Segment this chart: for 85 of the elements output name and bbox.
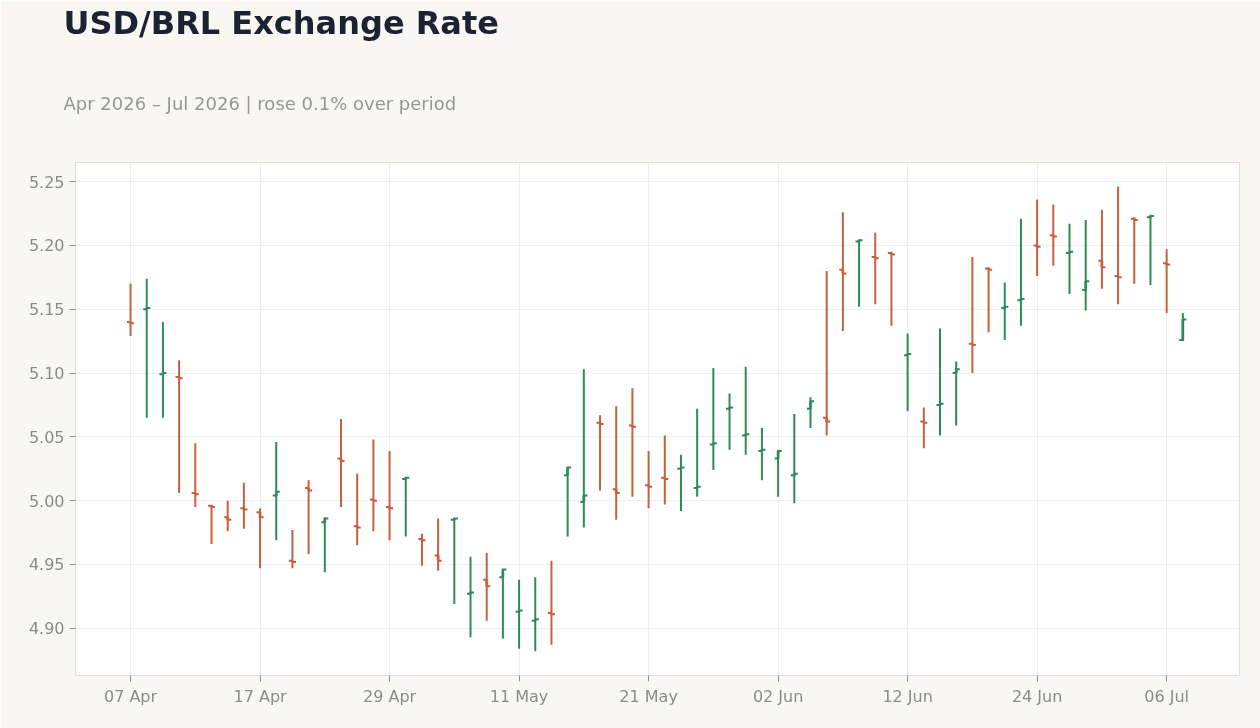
candlestick: [1064, 222, 1075, 295]
candlestick: [368, 438, 378, 533]
x-tick-label: 17 Apr: [233, 686, 288, 706]
candlestick: [1145, 213, 1156, 287]
candlestick: [757, 426, 767, 482]
candlestick: [482, 551, 492, 622]
candlestick: [919, 406, 929, 450]
candlestick: [1048, 203, 1058, 267]
candlestick: [870, 231, 880, 306]
candlestick: [1129, 216, 1139, 285]
candlestick: [692, 407, 702, 498]
x-tick-label: 07 Apr: [103, 686, 158, 706]
candlestick: [708, 366, 718, 472]
candlestick: [805, 396, 816, 429]
chart-title: USD/BRL Exchange Rate: [63, 3, 499, 42]
y-tick-label: 5.10: [28, 364, 65, 384]
candlestick: [1000, 281, 1010, 341]
y-tick-label: 4.95: [28, 555, 65, 575]
candlestick: [903, 332, 913, 413]
candlestick: [320, 516, 330, 574]
candlestick: [158, 321, 168, 419]
candlestick: [1016, 217, 1026, 327]
x-tick-label: 06 Jul: [1144, 686, 1190, 706]
candlestick: [1032, 198, 1042, 278]
x-tick-label: 29 Apr: [363, 686, 417, 706]
candlestick: [401, 476, 411, 538]
candlestick: [385, 449, 395, 542]
candlestick: [627, 387, 637, 498]
candlestick: [142, 277, 152, 419]
candlestick: [967, 255, 977, 375]
x-tick-label: 11 May: [489, 686, 549, 706]
candlestick: [611, 405, 621, 521]
y-tick-label: 5.20: [28, 236, 65, 256]
candlestick: [190, 442, 200, 509]
candlestick: [984, 266, 994, 334]
candlestick: [951, 360, 961, 427]
candlestick: [239, 481, 249, 530]
y-tick-label: 4.90: [28, 619, 65, 639]
candlestick: [465, 555, 476, 639]
candlestick: [724, 392, 735, 451]
x-tick-label: 21 May: [619, 686, 678, 706]
candlestick: [1178, 312, 1188, 341]
candlestick: [304, 479, 314, 556]
candlestick: [579, 368, 589, 529]
candlestick: [644, 449, 654, 510]
candlestick: [498, 568, 508, 640]
candlestick: [174, 359, 184, 495]
candlestick: [660, 434, 670, 506]
candlestick: [546, 559, 557, 646]
candlestick: [822, 269, 832, 437]
candlestick: [271, 440, 281, 542]
candlestick: [514, 578, 524, 650]
candlestick: [1162, 248, 1172, 315]
candlestick: [886, 250, 896, 327]
candlestick: [1113, 185, 1123, 306]
candlestick: [287, 529, 297, 570]
candlestick: [530, 576, 540, 653]
y-tick-label: 5.25: [28, 172, 65, 192]
x-tick-label: 24 Jun: [1011, 686, 1063, 706]
chart-subtitle: Apr 2026 – Jul 2026 | rose 0.1% over period: [63, 93, 457, 114]
candlestick: [433, 517, 443, 572]
candlestick: [595, 414, 605, 492]
y-tick-label: 5.00: [28, 491, 65, 511]
y-tick-label: 5.15: [28, 300, 65, 320]
candlestick: [563, 466, 573, 538]
candlestick: [125, 282, 136, 338]
candlestick: [255, 507, 265, 570]
candlestick: [773, 448, 783, 498]
candlestick: [206, 504, 217, 546]
candlestick: [789, 412, 799, 505]
candlestick: [336, 418, 346, 509]
candlestick: [935, 327, 945, 437]
candlestick: [741, 365, 751, 456]
x-tick-label: 12 Jun: [882, 686, 933, 706]
y-tick-label: 5.05: [28, 427, 65, 447]
candlestick: [838, 211, 848, 332]
candlestick: [417, 532, 427, 567]
candlestick: [223, 499, 233, 533]
candlestick: [676, 453, 686, 512]
candlestick: [352, 472, 362, 547]
candlestick: [1081, 218, 1091, 312]
candlestick: [449, 517, 459, 606]
x-tick-label: 02 Jun: [752, 686, 804, 706]
candlestick: [1097, 208, 1107, 290]
candlestick: [854, 239, 864, 308]
